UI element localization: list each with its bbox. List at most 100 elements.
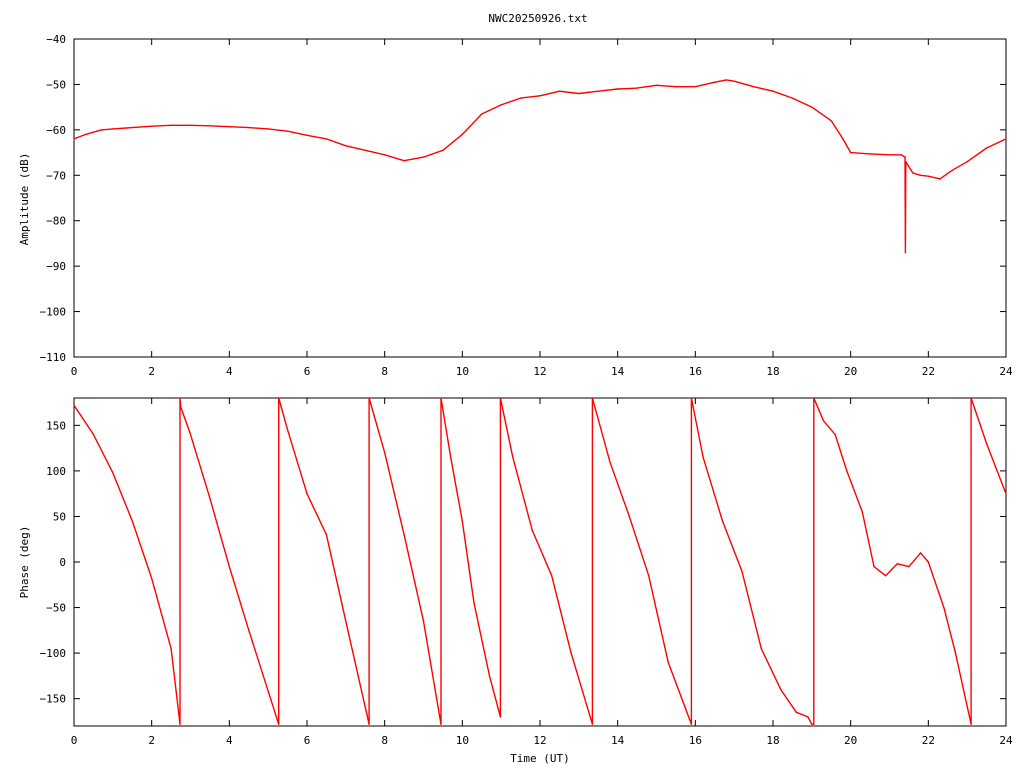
phase-data-point [861,511,863,513]
amplitude-y-tick-label: −110 [40,351,67,364]
phase-x-tick-label: 16 [689,734,702,747]
amplitude-data-point [617,88,619,90]
phase-data-point [1005,493,1007,495]
phase-data-point [570,652,572,654]
amplitude-data-point [519,97,522,99]
amplitude-data-point [1005,138,1007,140]
phase-data-point [306,493,308,495]
phase-data-point [440,723,442,725]
phase-data-point [499,716,502,718]
amplitude-data-point [422,156,425,158]
phase-x-tick-label: 14 [611,734,625,747]
phase-x-axis-label: Time (UT) [510,752,570,765]
phase-panel: Phase (deg) Time (UT) 0 2 4 6 8 10 12 14 16 18 20 2… [18,397,1013,765]
amplitude-x-tick-label: 8 [381,365,388,378]
phase-y-tick-label: −150 [40,693,67,706]
phase-data-point [591,723,594,725]
amplitude-x-tick-label: 22 [922,365,935,378]
amplitude-data-point [966,161,968,163]
amplitude-data-point [791,97,794,99]
amplitude-data-point [325,138,328,140]
amplitude-y-tick-label: −80 [46,215,66,228]
phase-data-point [667,661,669,663]
phase-data-point [440,397,442,399]
chart-title: NWC20250926.txt [488,12,587,25]
phase-data-point [648,575,650,577]
phase-data-point [690,723,693,725]
phase-data-point [286,429,289,431]
phase-data-point [970,723,972,725]
amplitude-data-point [131,126,133,129]
amplitude-data-point [888,154,891,156]
amplitude-data-point [500,104,502,106]
phase-data-point [813,723,815,725]
phase-y-tick-label: 150 [46,419,66,432]
phase-data-point [131,520,133,522]
phase-data-point [811,723,813,725]
phase-data-point [807,716,809,718]
phase-data-point [422,620,425,622]
amplitude-y-tick-label: −90 [46,260,66,273]
phase-data-point [760,647,762,650]
phase-data-point [228,565,230,568]
amplitude-data-point [151,125,153,127]
amplitude-data-point [675,86,677,88]
phase-data-point [345,620,347,622]
amplitude-x-tick-label: 2 [148,365,155,378]
phase-x-tick-label: 22 [922,734,935,747]
amplitude-y-tick-label: −100 [40,306,67,319]
phase-data-point [92,433,95,436]
phase-data-point [209,497,211,499]
amplitude-data-point [927,175,929,177]
phase-data-point [368,397,370,399]
phase-data-point [180,406,182,408]
amplitude-data-point [228,126,230,128]
amplitude-data-point [919,174,922,176]
phase-data-point [73,404,75,406]
amplitude-x-tick-label: 0 [71,365,78,378]
amplitude-x-tick-label: 6 [304,365,311,378]
amplitude-data-point [842,138,844,140]
phase-data-point [179,397,181,399]
amplitude-data-point [811,106,813,108]
phase-y-tick-label: 100 [46,465,66,478]
phase-data-point [834,433,836,436]
amplitude-data-point [725,79,728,81]
phase-data-point [248,629,250,631]
amplitude-data-point [539,95,541,97]
phase-data-point [551,575,553,577]
amplitude-data-point [939,178,941,180]
amplitude-data-point [733,80,735,82]
amplitude-data-point [481,113,483,115]
phase-data-point [985,442,988,445]
phase-data-point [473,602,475,604]
amplitude-data-point [442,149,444,151]
amplitude-data-point [985,147,988,149]
amplitude-data-point [636,87,638,89]
amplitude-x-tick-label: 12 [533,365,546,378]
amplitude-data-point [85,133,87,136]
amplitude-data-point [900,154,902,156]
amplitude-data-point [170,124,172,127]
phase-y-tick-label: 0 [59,556,66,569]
phase-data-point [846,470,848,472]
phase-data-point [151,577,153,580]
phase-data-point [278,397,280,399]
phase-data-point [822,420,825,422]
amplitude-data-point [578,92,580,95]
phase-data-point [795,711,797,713]
phase-data-point [461,520,463,522]
phase-x-tick-label: 2 [148,734,155,747]
amplitude-x-tick-label: 20 [844,365,857,378]
amplitude-y-tick-label: −50 [46,78,66,91]
amplitude-data-point [950,170,953,172]
amplitude-data-point [772,90,774,92]
phase-data-point [488,675,491,677]
amplitude-data-point [286,130,289,132]
amplitude-x-tick-label: 24 [999,365,1013,378]
amplitude-data-point [869,153,871,155]
phase-x-tick-label: 12 [533,734,546,747]
amplitude-data-point [364,149,366,151]
amplitude-y-axis-label: Amplitude (dB) [18,153,31,246]
